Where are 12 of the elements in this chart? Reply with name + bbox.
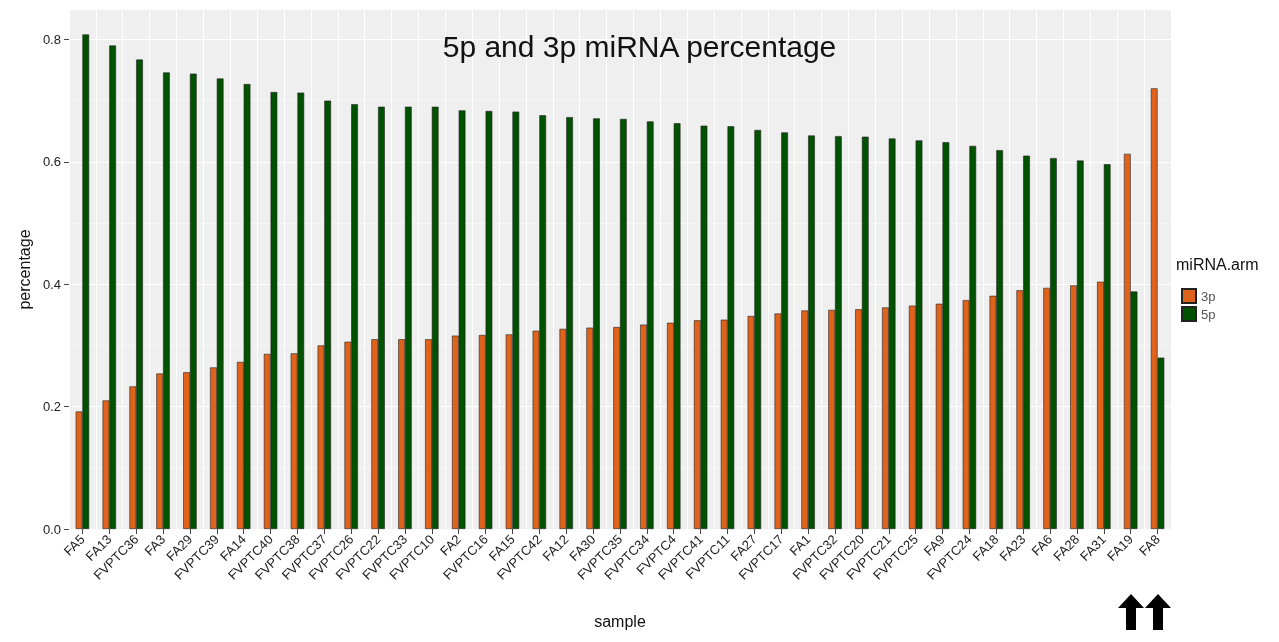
y-tick-label: 0.6 [42,154,61,170]
y-axis-title: percentage [15,229,33,310]
text: 5p and 3p miRNA percentage [442,29,837,63]
x-tick-label: FA8 [1135,531,1163,559]
y-tick-label: 0.2 [42,399,61,415]
legend-label: 5p [1201,306,1216,322]
y-tick-label: 0.0 [42,521,61,537]
y-tick-label: 0.4 [42,276,61,292]
x-axis-title: sample [594,612,646,630]
legend-title: miRNA.arm [1176,255,1259,273]
y-tick-label: 0.8 [42,31,61,47]
legend-label: 3p [1201,288,1216,304]
